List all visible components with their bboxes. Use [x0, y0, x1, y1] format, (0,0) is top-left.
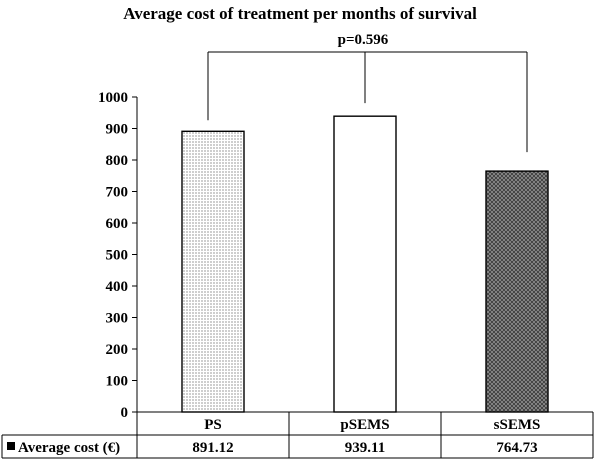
legend-series-label: Average cost (€) — [18, 440, 120, 456]
p-value-annotation: p=0.596 — [338, 32, 389, 48]
x-category-label: pSEMS — [340, 417, 389, 433]
data-table-value: 764.73 — [496, 440, 537, 456]
data-table-value: 891.12 — [192, 440, 233, 456]
y-tick-label: 0 — [121, 405, 129, 421]
y-tick-label: 900 — [106, 122, 129, 138]
bars — [181, 115, 549, 413]
bar-PS — [181, 130, 245, 413]
y-axis: 0 100 200 300 400 500 600 700 800 900 1000 — [98, 90, 138, 421]
x-category-label: sSEMS — [494, 417, 541, 433]
bar-sSEMS — [485, 170, 549, 413]
significance-bracket: p=0.596 — [207, 32, 528, 153]
data-table: PS 891.12 pSEMS 939.11 sSEMS 764.73 Average co… — [1, 411, 594, 459]
y-tick-label: 800 — [106, 153, 129, 169]
y-tick-label: 200 — [106, 342, 129, 358]
data-table-value: 939.11 — [345, 440, 385, 456]
chart-title: Average cost of treatment per months of … — [123, 4, 477, 23]
bar-pSEMS — [333, 115, 397, 413]
y-tick-label: 700 — [106, 185, 129, 201]
y-tick-label: 400 — [106, 279, 129, 295]
x-category-label: PS — [204, 417, 222, 433]
legend-key-swatch — [7, 442, 15, 450]
y-tick-label: 600 — [106, 216, 129, 232]
y-tick-label: 500 — [106, 248, 129, 264]
y-tick-label: 300 — [106, 311, 129, 327]
y-tick-label: 1000 — [98, 90, 128, 106]
y-tick-label: 100 — [106, 374, 129, 390]
